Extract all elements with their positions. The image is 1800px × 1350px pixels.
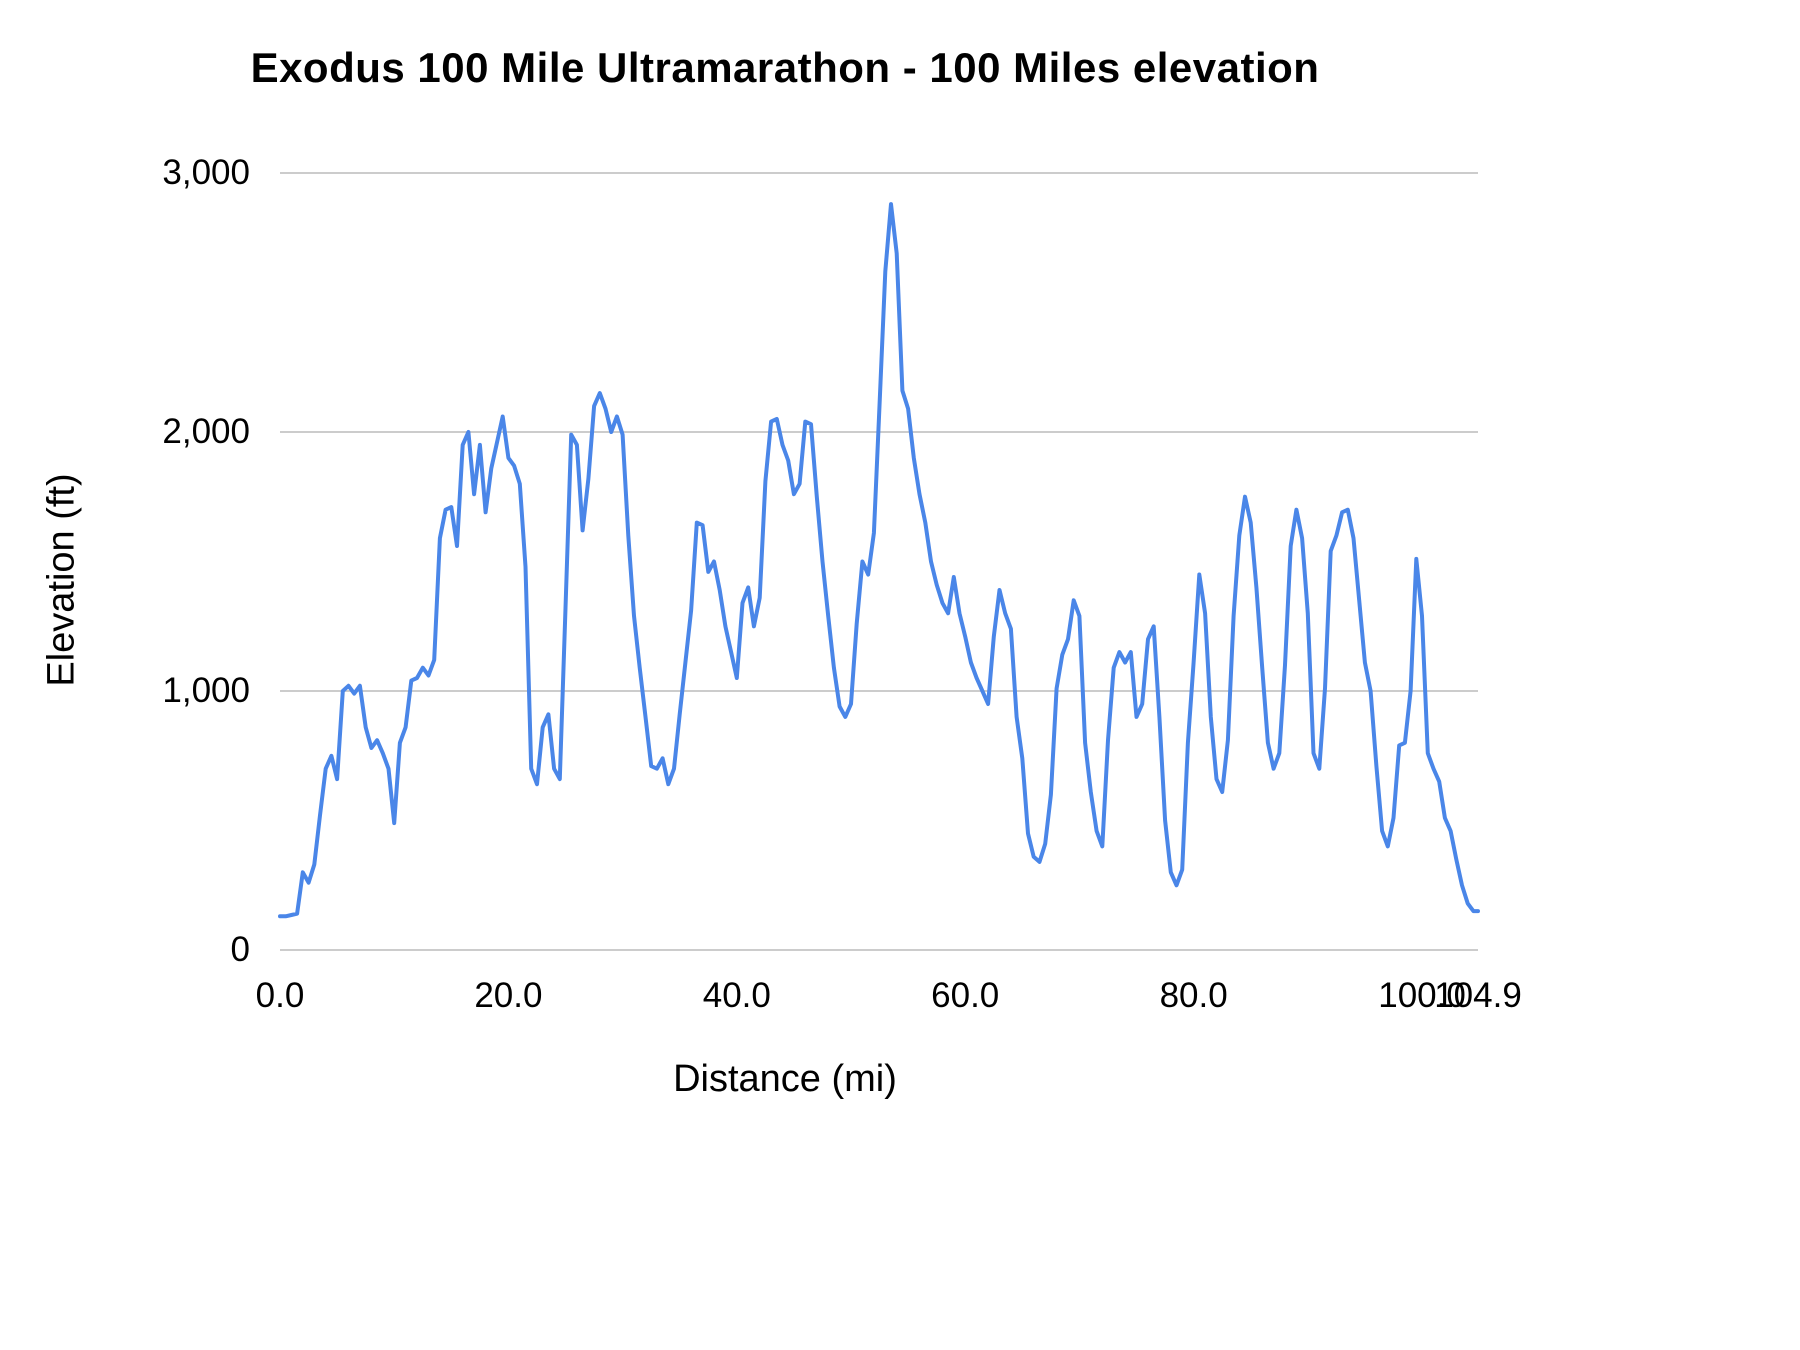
y-tick-label: 1,000 [162,671,250,710]
y-tick-label: 3,000 [162,153,250,192]
y-tick-label: 2,000 [162,412,250,451]
x-tick-label: 60.0 [931,976,1000,1015]
y-tick-label: 0 [230,930,250,969]
x-tick-label: 20.0 [474,976,543,1015]
x-tick-label: 104.9 [1434,976,1522,1015]
chart-title: Exodus 100 Mile Ultramarathon - 100 Mile… [250,44,1320,91]
x-tick-label: 0.0 [255,976,305,1015]
elevation-series-line [278,202,1480,919]
x-axis-title: Distance (mi) [673,1058,897,1100]
x-tick-label: 80.0 [1159,976,1228,1015]
x-tick-label: 40.0 [702,976,771,1015]
x-tick-label: 100.0 [1378,976,1466,1015]
